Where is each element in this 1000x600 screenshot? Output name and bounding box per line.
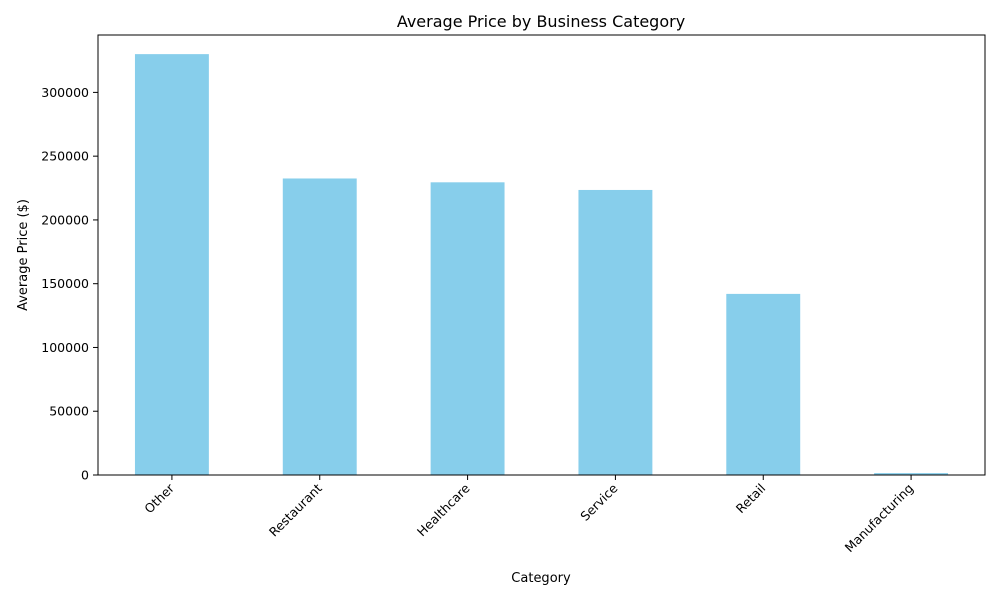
y-tick-label: 150000 [41,276,89,291]
x-tick-label: Service [577,480,620,523]
x-tick-label: Healthcare [414,480,473,539]
y-axis-label: Average Price ($) [16,199,31,311]
x-tick-label: Retail [733,481,769,517]
x-tick-label: Manufacturing [842,481,917,556]
x-tick-label: Other [141,480,177,516]
y-tick-label: 0 [81,468,89,483]
y-tick-label: 100000 [41,340,89,355]
bar-retail [726,293,801,475]
chart-title: Average Price by Business Category [397,12,685,31]
bar-service [578,189,653,475]
x-tick-label: Restaurant [266,480,325,539]
bar-other [134,54,209,476]
y-tick-label: 200000 [41,212,89,227]
bar-manufacturing [874,473,949,475]
bars-layer [134,54,949,476]
y-tick-label: 250000 [41,149,89,164]
bar-restaurant [282,178,357,475]
plot-border [97,34,986,476]
bar-healthcare [430,182,505,475]
y-axis-ticks: 0 50000 100000 150000 200000 250000 300000 [41,85,98,483]
plot-frame [97,34,986,476]
x-axis-label: Category [511,571,571,586]
y-tick-label: 300000 [41,85,89,100]
y-tick-label: 50000 [49,404,89,419]
x-axis-ticks: Other Restaurant Healthcare Service Retail Ma… [141,475,916,555]
